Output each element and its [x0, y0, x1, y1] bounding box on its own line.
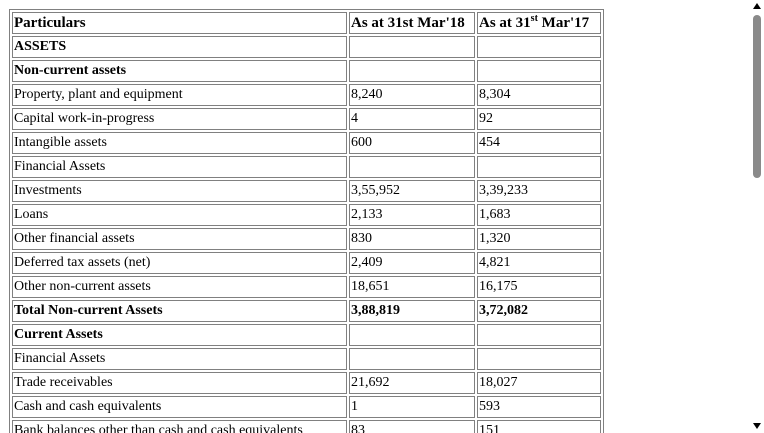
table-row: Non-current assets — [12, 60, 601, 82]
row-value-mar17 — [477, 36, 601, 58]
scroll-up-button[interactable] — [751, 0, 764, 13]
table-row: Investments 3,55,952 3,39,233 — [12, 180, 601, 202]
row-label: Trade receivables — [12, 372, 347, 394]
row-label: Other financial assets — [12, 228, 347, 250]
row-value-mar17: 151 — [477, 420, 601, 433]
table-row: ASSETS — [12, 36, 601, 58]
row-label: Intangible assets — [12, 132, 347, 154]
row-label: Total Non-current Assets — [12, 300, 347, 322]
row-value-mar18: 18,651 — [349, 276, 475, 298]
table-row: Financial Assets — [12, 348, 601, 370]
row-label: Investments — [12, 180, 347, 202]
row-value-mar17 — [477, 324, 601, 346]
triangle-down-icon — [753, 423, 761, 429]
row-value-mar18: 600 — [349, 132, 475, 154]
row-value-mar18: 1 — [349, 396, 475, 418]
row-value-mar17: 1,320 — [477, 228, 601, 250]
row-value-mar17: 593 — [477, 396, 601, 418]
row-label: Capital work-in-progress — [12, 108, 347, 130]
table-row: Deferred tax assets (net) 2,409 4,821 — [12, 252, 601, 274]
row-value-mar18: 83 — [349, 420, 475, 433]
row-label: Financial Assets — [12, 348, 347, 370]
row-value-mar18: 3,88,819 — [349, 300, 475, 322]
table-row: Loans 2,133 1,683 — [12, 204, 601, 226]
row-value-mar17: 8,304 — [477, 84, 601, 106]
row-label: Loans — [12, 204, 347, 226]
row-value-mar18 — [349, 60, 475, 82]
row-label: ASSETS — [12, 36, 347, 58]
table-row: Financial Assets — [12, 156, 601, 178]
table-row: Other non-current assets 18,651 16,175 — [12, 276, 601, 298]
table-row: Current Assets — [12, 324, 601, 346]
row-value-mar17 — [477, 156, 601, 178]
row-value-mar17: 3,39,233 — [477, 180, 601, 202]
row-value-mar18 — [349, 324, 475, 346]
row-label: Financial Assets — [12, 156, 347, 178]
row-label: Deferred tax assets (net) — [12, 252, 347, 274]
header-mar17-prefix: As at 31 — [479, 15, 531, 31]
row-value-mar17: 1,683 — [477, 204, 601, 226]
row-value-mar17: 16,175 — [477, 276, 601, 298]
table-row: Trade receivables 21,692 18,027 — [12, 372, 601, 394]
scrollbar-thumb[interactable] — [753, 15, 761, 178]
table-row: Bank balances other than cash and cash e… — [12, 420, 601, 433]
table-header-row: Particulars As at 31st Mar'18 As at 31st… — [12, 12, 601, 34]
row-label: Non-current assets — [12, 60, 347, 82]
row-label: Bank balances other than cash and cash e… — [12, 420, 347, 433]
vertical-scrollbar[interactable] — [751, 0, 764, 433]
table-row: Property, plant and equipment 8,240 8,304 — [12, 84, 601, 106]
scroll-down-button[interactable] — [751, 420, 764, 433]
row-value-mar18: 2,409 — [349, 252, 475, 274]
row-value-mar18 — [349, 156, 475, 178]
row-value-mar17 — [477, 60, 601, 82]
row-value-mar17: 454 — [477, 132, 601, 154]
row-value-mar18: 3,55,952 — [349, 180, 475, 202]
table-row: Other financial assets 830 1,320 — [12, 228, 601, 250]
row-value-mar18 — [349, 348, 475, 370]
table-row: Intangible assets 600 454 — [12, 132, 601, 154]
header-mar17: As at 31st Mar'17 — [477, 12, 601, 34]
header-mar18: As at 31st Mar'18 — [349, 12, 475, 34]
row-value-mar17: 4,821 — [477, 252, 601, 274]
table-row: Capital work-in-progress 4 92 — [12, 108, 601, 130]
row-value-mar17: 18,027 — [477, 372, 601, 394]
row-value-mar18: 4 — [349, 108, 475, 130]
row-value-mar17: 3,72,082 — [477, 300, 601, 322]
row-label: Property, plant and equipment — [12, 84, 347, 106]
table-row: Total Non-current Assets 3,88,819 3,72,082 — [12, 300, 601, 322]
header-mar17-suffix: Mar'17 — [537, 15, 590, 31]
row-value-mar18: 830 — [349, 228, 475, 250]
balance-sheet-table: Particulars As at 31st Mar'18 As at 31st… — [9, 9, 604, 433]
row-label: Other non-current assets — [12, 276, 347, 298]
row-value-mar18: 8,240 — [349, 84, 475, 106]
row-value-mar18: 21,692 — [349, 372, 475, 394]
header-particulars: Particulars — [12, 12, 347, 34]
row-value-mar18 — [349, 36, 475, 58]
row-label: Current Assets — [12, 324, 347, 346]
header-mar17-sup: st — [530, 13, 538, 24]
table-row: Cash and cash equivalents 1 593 — [12, 396, 601, 418]
row-value-mar17: 92 — [477, 108, 601, 130]
triangle-up-icon — [753, 3, 761, 9]
row-value-mar18: 2,133 — [349, 204, 475, 226]
row-label: Cash and cash equivalents — [12, 396, 347, 418]
row-value-mar17 — [477, 348, 601, 370]
